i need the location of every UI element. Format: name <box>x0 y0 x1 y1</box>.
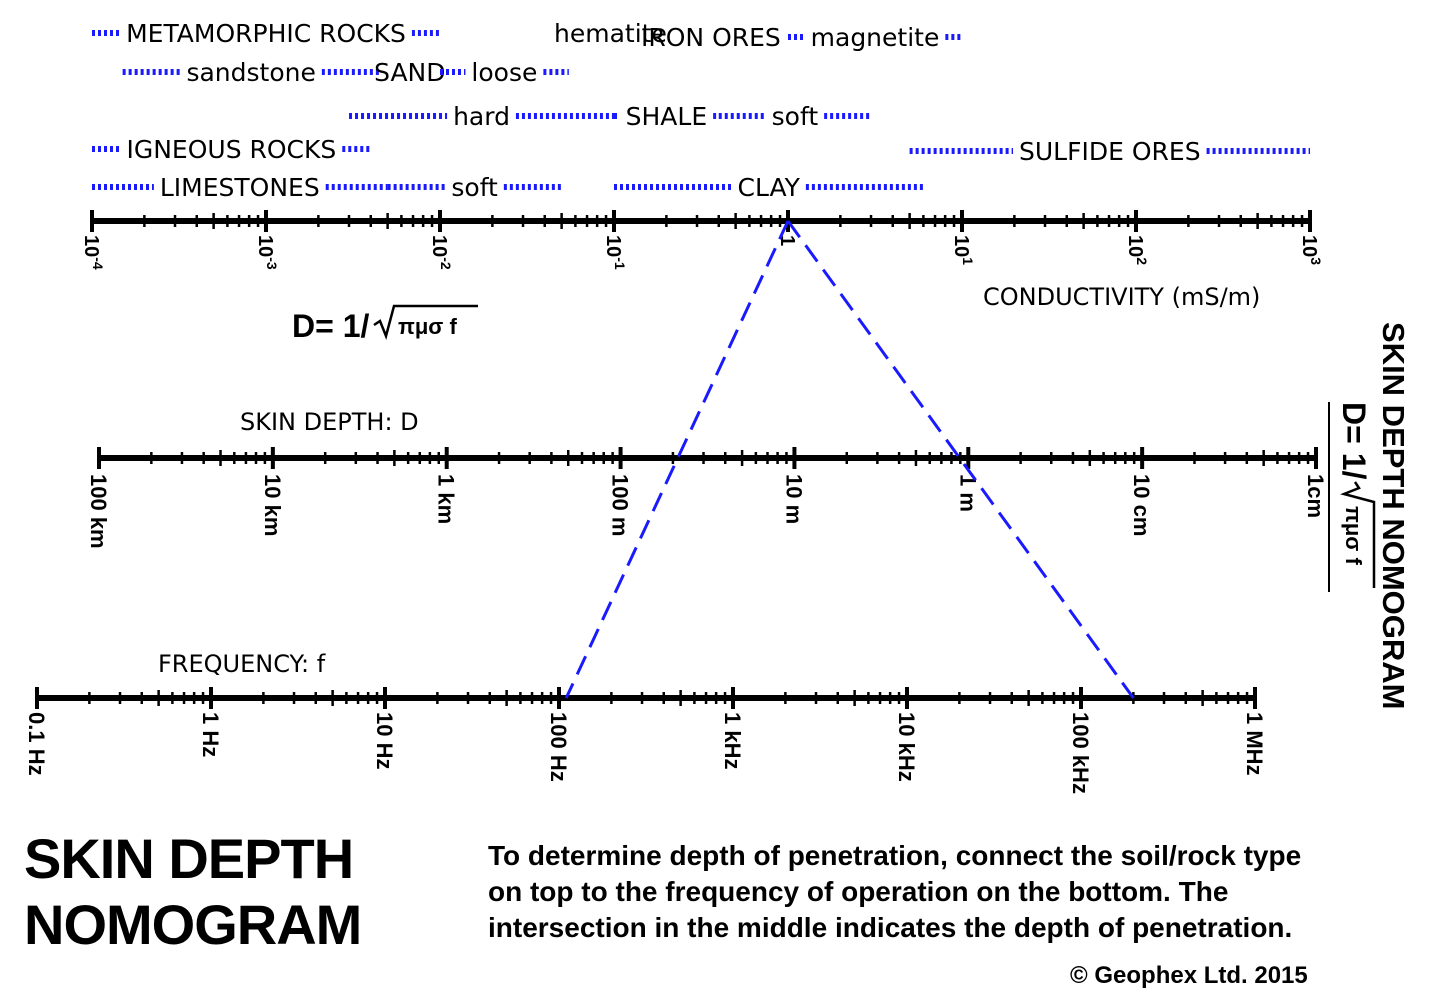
example-connector-line <box>564 220 790 699</box>
material-range: hard <box>349 102 614 131</box>
frequency-tick-label: 100 Hz <box>546 712 571 782</box>
material-range: METAMORPHIC ROCKS <box>92 19 440 48</box>
material-label: CLAY <box>738 173 801 202</box>
material-range: sandstone <box>122 58 380 87</box>
formula-radicand: πμσ f <box>398 314 457 339</box>
material-range: LIMESTONES <box>92 173 388 202</box>
instructions-line: on top to the frequency of operation on … <box>488 876 1229 907</box>
example-connector-line <box>786 220 1135 699</box>
depth-tick-label: 1cm <box>1303 474 1328 518</box>
conductivity-tick-label: 103 <box>1298 235 1324 265</box>
material-label: SHALE <box>626 102 708 131</box>
material-range: soft <box>718 102 872 131</box>
skin-depth-formula: D= 1/ πμσ f <box>292 304 478 344</box>
material-range: SHALE <box>614 102 719 131</box>
main-title-line: SKIN DEPTH <box>24 827 354 890</box>
side-title: SKIN DEPTH NOMOGRAM <box>1376 322 1411 710</box>
frequency-tick-label: 0.1 Hz <box>24 712 49 776</box>
material-range: IGNEOUS ROCKS <box>92 135 371 164</box>
frequency-axis-title: FREQUENCY: f <box>158 650 326 678</box>
depth-tick-label: 1 km <box>434 474 459 524</box>
material-label: magnetite <box>811 23 940 52</box>
material-range: magnetite <box>788 23 962 52</box>
depth-tick-label: 100 km <box>86 474 111 549</box>
material-label: SULFIDE ORES <box>1019 137 1201 166</box>
material-range: loose <box>440 58 569 87</box>
conductivity-tick-label: 1 <box>776 235 798 246</box>
radical-sign <box>373 304 478 340</box>
main-title-line: NOMOGRAM <box>24 893 362 956</box>
material-label: LIMESTONES <box>160 173 320 202</box>
material-label: SAND <box>374 58 445 87</box>
frequency-tick-label: 10 Hz <box>372 712 397 769</box>
frequency-tick-label: 10 kHz <box>894 712 919 782</box>
material-label: IRON ORES <box>641 23 781 52</box>
material-range: CLAY <box>614 173 924 202</box>
conductivity-tick-label: 10-4 <box>80 235 106 270</box>
conductivity-tick-label: 102 <box>1124 235 1150 265</box>
depth-tick-label: 10 km <box>260 474 285 536</box>
material-range: hematite <box>554 19 667 48</box>
material-range: SULFIDE ORES <box>909 137 1310 166</box>
depth-tick-label: 100 m <box>608 474 633 536</box>
nomogram-axes: 10-4 10-3 10-2 10-1 1 101 102 103 100 km 10 km 1 k… <box>24 210 1328 794</box>
material-label: IGNEOUS ROCKS <box>126 135 336 164</box>
side-title-group: SKIN DEPTH NOMOGRAM D= 1/ πμσ f <box>1328 322 1411 710</box>
material-range: SAND <box>374 58 445 87</box>
frequency-axis: 0.1 Hz 1 Hz 10 Hz 100 Hz 1 kHz 10 kHz 100 kHz 1… <box>24 687 1267 794</box>
material-label: loose <box>471 58 537 87</box>
side-formula-lhs: D= 1/ <box>1336 402 1372 479</box>
conductivity-tick-label: 10-2 <box>428 235 454 270</box>
depth-tick-label: 10 cm <box>1129 474 1154 536</box>
material-label: soft <box>451 173 498 202</box>
side-formula-radicand: πμσ f <box>1341 506 1366 565</box>
conductivity-tick-label: 10-1 <box>602 235 628 270</box>
example-lines <box>564 220 1135 699</box>
material-range: IRON ORES <box>641 23 781 52</box>
instructions-line: intersection in the middle indicates the… <box>488 912 1293 943</box>
main-title: SKIN DEPTH NOMOGRAM <box>24 826 362 958</box>
instructions-text: To determine depth of penetration, conne… <box>488 838 1438 946</box>
material-label: sandstone <box>186 58 315 87</box>
frequency-tick-label: 1 MHz <box>1242 712 1267 776</box>
side-radical-sign <box>1340 481 1376 588</box>
depth-tick-label: 1 m <box>955 474 980 512</box>
material-label: METAMORPHIC ROCKS <box>126 19 406 48</box>
conductivity-axis-title: CONDUCTIVITY (mS/m) <box>983 283 1260 311</box>
depth-axis-title: SKIN DEPTH: D <box>240 408 419 436</box>
material-label: hard <box>453 102 510 131</box>
frequency-tick-label: 100 kHz <box>1068 712 1093 794</box>
material-range: soft <box>387 173 562 202</box>
conductivity-tick-label: 101 <box>950 235 976 265</box>
frequency-tick-label: 1 Hz <box>198 712 223 757</box>
frequency-tick-label: 1 kHz <box>720 712 745 769</box>
depth-tick-label: 10 m <box>781 474 806 524</box>
material-label: hematite <box>554 19 667 48</box>
material-label: soft <box>772 102 819 131</box>
conductivity-axis: 10-4 10-3 10-2 10-1 1 101 102 103 <box>80 210 1324 270</box>
conductivity-tick-label: 10-3 <box>254 235 280 270</box>
depth-axis: 100 km 10 km 1 km 100 m 10 m 1 m 10 cm 1cm <box>86 447 1328 549</box>
formula-lhs: D= 1/ <box>292 308 369 344</box>
instructions-line: To determine depth of penetration, conne… <box>488 840 1302 871</box>
copyright-notice: © Geophex Ltd. 2015 <box>1070 962 1308 989</box>
